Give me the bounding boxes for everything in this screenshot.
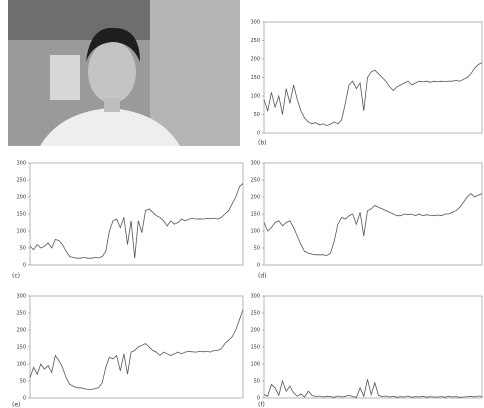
y-tick-label: 300 [250,161,260,167]
panel-label: (d) [258,273,267,280]
data-line [30,183,243,258]
y-tick-label: 0 [257,131,260,137]
photo [8,0,240,146]
y-tick-label: 50 [20,379,26,385]
y-tick-label: 300 [250,20,260,26]
y-tick-label: 200 [16,328,26,334]
y-tick-label: 0 [23,263,26,269]
y-tick-label: 300 [16,294,26,300]
data-line [264,194,482,256]
panel-label: (f) [258,402,265,408]
y-tick-label: 150 [250,75,260,81]
panel-label: (b) [258,140,267,147]
y-tick-label: 200 [250,195,260,201]
y-tick-label: 100 [250,229,260,235]
y-tick-label: 100 [250,362,260,368]
plot-frame [30,163,243,265]
y-tick-label: 250 [16,311,26,317]
y-tick-label: 250 [250,38,260,44]
y-tick-label: 200 [250,57,260,63]
y-tick-label: 150 [16,212,26,218]
y-tick-label: 50 [254,246,260,252]
data-line [264,379,482,397]
y-tick-label: 50 [254,379,260,385]
panel-label: (c) [12,273,20,280]
y-tick-label: 200 [16,195,26,201]
panel-label: (e) [12,402,20,408]
y-tick-label: 200 [250,328,260,334]
y-tick-label: 150 [250,212,260,218]
y-tick-label: 50 [254,112,260,118]
y-tick-label: 0 [257,263,260,269]
y-tick-label: 250 [250,311,260,317]
data-line [264,63,482,126]
y-tick-label: 0 [23,396,26,402]
figure: 0 50 100 150 200 250 300 (b) 0 50 100 150 200 250 300 (… [0,0,484,408]
plot-frame [30,296,243,398]
y-tick-label: 100 [16,229,26,235]
plot-frame [264,22,482,133]
y-tick-label: 300 [16,161,26,167]
y-tick-label: 100 [250,94,260,100]
plot-frame [264,296,482,398]
y-tick-label: 100 [16,362,26,368]
data-line [30,310,243,390]
y-tick-label: 50 [20,246,26,252]
y-tick-label: 150 [250,345,260,351]
y-tick-label: 250 [16,178,26,184]
y-tick-label: 300 [250,294,260,300]
y-tick-label: 150 [16,345,26,351]
y-tick-label: 250 [250,178,260,184]
